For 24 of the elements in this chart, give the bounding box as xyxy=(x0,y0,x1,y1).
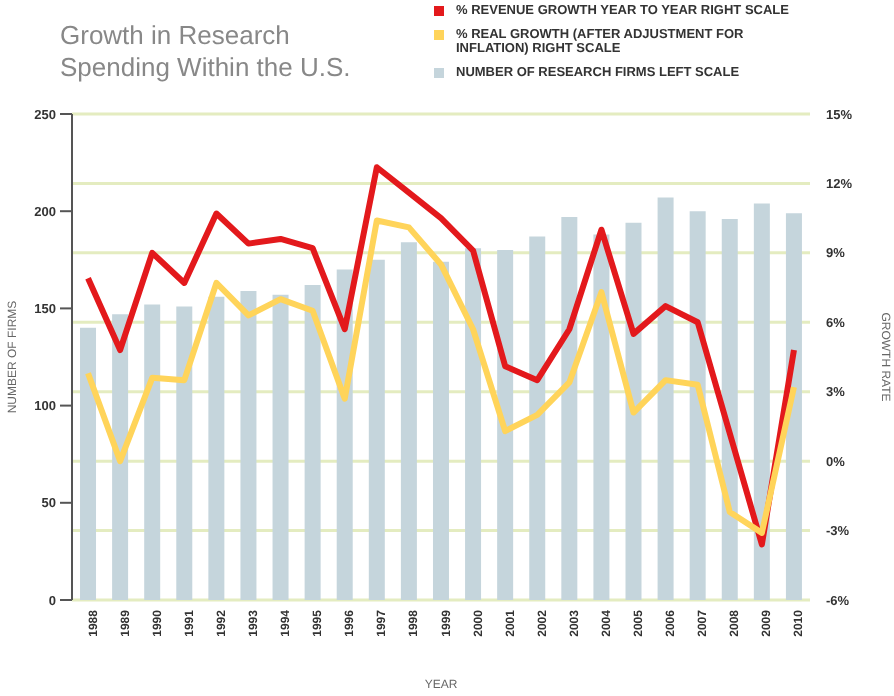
chart-title: Growth in Research Spending Within the U.S. xyxy=(60,20,353,84)
bar xyxy=(753,203,770,600)
bar xyxy=(304,285,321,600)
bar xyxy=(785,213,802,600)
bar xyxy=(80,327,97,600)
bar xyxy=(689,211,706,600)
bar xyxy=(176,306,193,600)
bar xyxy=(625,222,642,600)
bar xyxy=(400,242,417,600)
bar xyxy=(432,261,449,600)
bar xyxy=(529,236,546,600)
bar xyxy=(721,218,738,600)
bar xyxy=(208,296,225,600)
line-series xyxy=(85,164,797,548)
bar xyxy=(593,234,610,600)
bar xyxy=(240,290,257,600)
bar xyxy=(144,304,161,600)
bar xyxy=(657,197,674,600)
bar xyxy=(497,250,514,600)
bar xyxy=(465,248,482,600)
line-series xyxy=(85,217,797,536)
bar xyxy=(561,217,578,600)
bar xyxy=(272,294,289,600)
bar xyxy=(368,259,385,600)
